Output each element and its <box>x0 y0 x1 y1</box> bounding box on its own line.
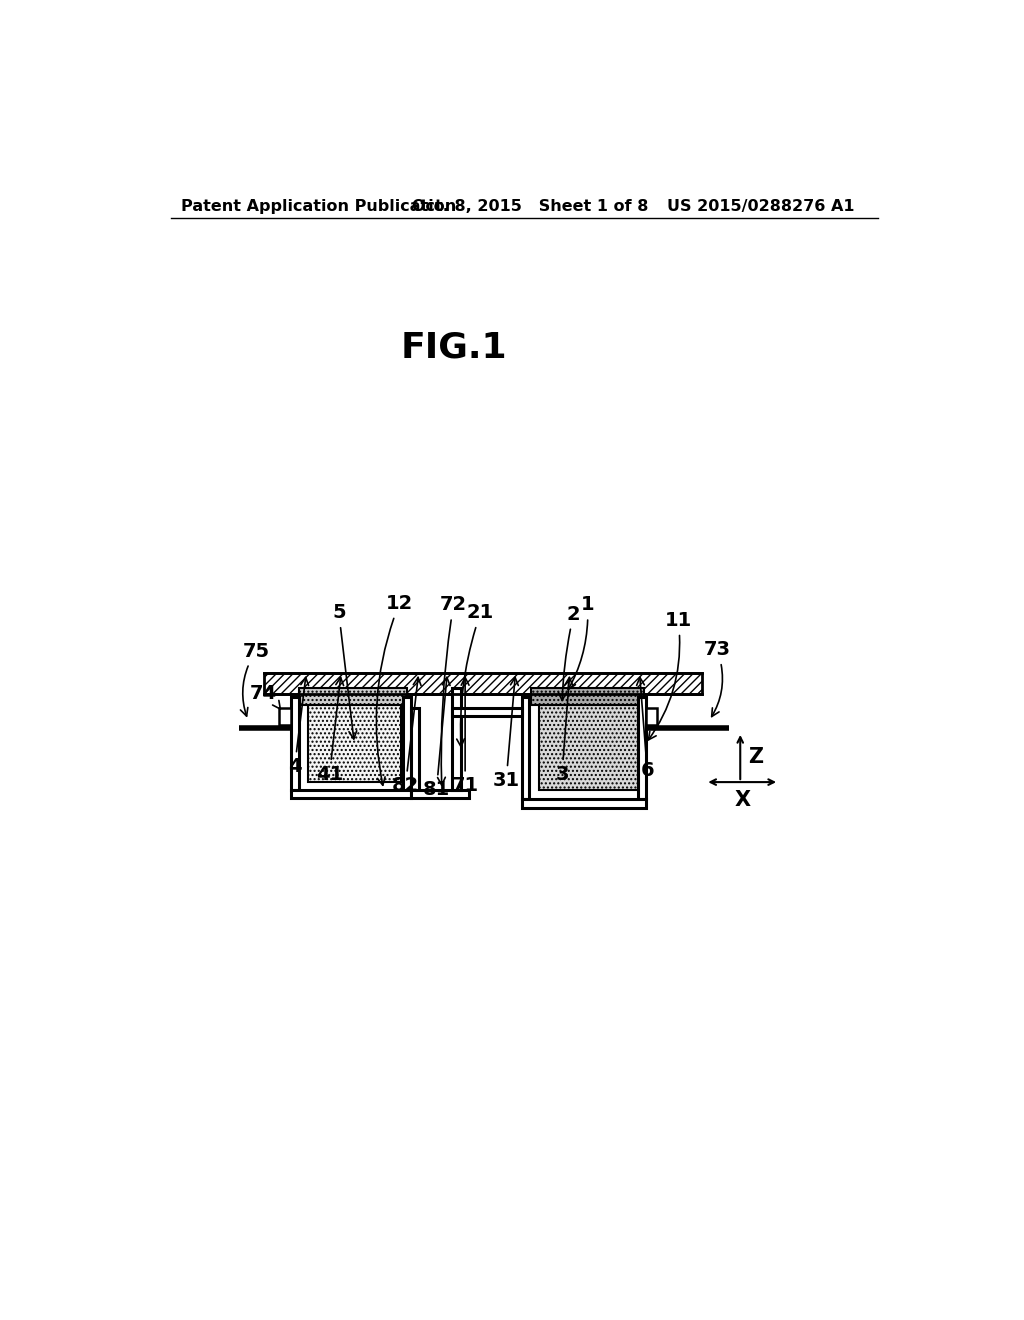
Bar <box>291 697 299 789</box>
Bar <box>308 705 400 781</box>
Text: 3: 3 <box>555 677 572 784</box>
Text: 41: 41 <box>315 677 344 784</box>
Text: 72: 72 <box>437 595 467 785</box>
Bar <box>403 697 411 789</box>
Bar <box>452 708 521 715</box>
Text: US 2015/0288276 A1: US 2015/0288276 A1 <box>667 198 854 214</box>
Text: 82: 82 <box>392 677 421 796</box>
Text: Patent Application Publication: Patent Application Publication <box>180 198 456 214</box>
Text: 73: 73 <box>703 640 730 717</box>
Bar <box>280 708 291 725</box>
Text: 74: 74 <box>250 684 281 709</box>
Bar <box>521 697 529 799</box>
Bar <box>411 708 419 789</box>
Bar <box>539 705 638 789</box>
Bar <box>452 688 461 789</box>
Text: Oct. 8, 2015   Sheet 1 of 8: Oct. 8, 2015 Sheet 1 of 8 <box>413 198 649 214</box>
Text: X: X <box>734 789 751 809</box>
Text: 5: 5 <box>332 603 356 739</box>
Text: FIG.1: FIG.1 <box>400 330 507 364</box>
Text: 21: 21 <box>457 603 495 747</box>
Text: 71: 71 <box>452 677 478 796</box>
Text: 1: 1 <box>568 595 594 689</box>
Bar <box>299 688 407 705</box>
Text: 12: 12 <box>376 594 413 785</box>
Text: 2: 2 <box>558 605 581 701</box>
Text: Z: Z <box>748 747 763 767</box>
Bar <box>531 688 644 705</box>
Text: 4: 4 <box>288 677 308 776</box>
Text: 6: 6 <box>637 677 654 780</box>
Bar <box>646 708 657 725</box>
Text: 75: 75 <box>241 642 269 717</box>
Bar <box>291 789 411 799</box>
Text: 11: 11 <box>648 611 692 739</box>
Text: 81: 81 <box>423 677 451 800</box>
Bar <box>411 789 469 799</box>
Bar <box>638 697 646 799</box>
Bar <box>521 799 646 808</box>
Text: 31: 31 <box>493 677 520 791</box>
Bar <box>263 673 701 694</box>
